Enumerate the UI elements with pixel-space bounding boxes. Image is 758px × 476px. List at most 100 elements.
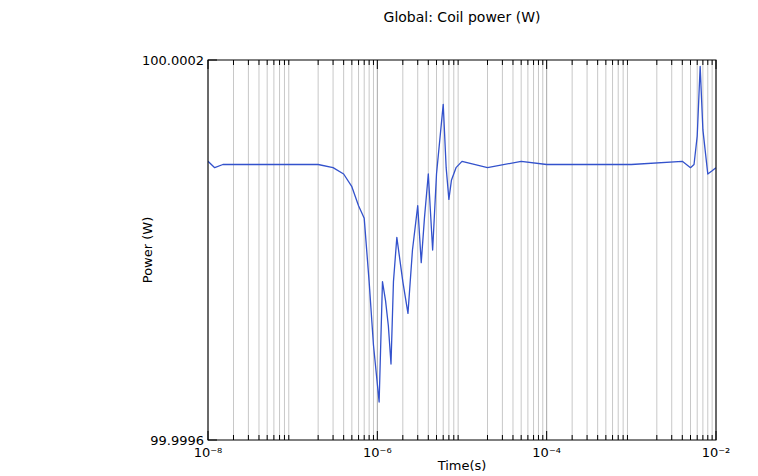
minor-tick — [587, 435, 588, 440]
minor-grid-line — [712, 60, 713, 440]
minor-grid-line — [448, 60, 449, 440]
minor-grid-line — [502, 60, 503, 440]
minor-grid-line — [373, 60, 374, 440]
x-tick-label: 10⁻⁴ — [532, 445, 561, 460]
minor-grid-line — [707, 60, 708, 440]
minor-grid-line — [605, 60, 606, 440]
minor-tick — [512, 435, 513, 440]
minor-grid-line — [538, 60, 539, 440]
minor-tick — [284, 60, 285, 65]
plot-area — [208, 66, 716, 402]
minor-tick — [487, 435, 488, 440]
minor-grid-line — [273, 60, 274, 440]
title: Global: Coil power (W) — [384, 9, 541, 25]
minor-tick — [521, 435, 522, 440]
minor-tick — [448, 60, 449, 65]
minor-grid-line — [428, 60, 429, 440]
minor-tick — [402, 60, 403, 65]
minor-tick — [656, 60, 657, 65]
minor-grid-line — [512, 60, 513, 440]
minor-tick — [538, 435, 539, 440]
minor-grid-line — [533, 60, 534, 440]
plot-frame — [208, 60, 716, 440]
minor-grid-line — [656, 60, 657, 440]
minor-grid-line — [521, 60, 522, 440]
minor-grid-line — [233, 60, 234, 440]
minor-tick — [364, 60, 365, 65]
minor-tick — [233, 60, 234, 65]
y-axis-title: Power (W) — [140, 217, 155, 283]
minor-tick — [527, 60, 528, 65]
chart: 10⁻⁸10⁻⁶10⁻⁴10⁻²99.9996100.0002Global: C… — [0, 0, 758, 476]
minor-tick — [533, 60, 534, 65]
minor-grid-line — [351, 60, 352, 440]
minor-grid-line — [542, 60, 543, 440]
minor-tick — [448, 435, 449, 440]
minor-grid-line — [458, 60, 459, 440]
minor-tick — [627, 435, 628, 440]
minor-grid-line — [369, 60, 370, 440]
minor-tick — [369, 60, 370, 65]
minor-grid-line — [671, 60, 672, 440]
minor-grid-line — [612, 60, 613, 440]
minor-tick — [373, 435, 374, 440]
minor-grid-line — [587, 60, 588, 440]
minor-grid-line — [402, 60, 403, 440]
x-tick-label: 10⁻² — [702, 445, 731, 460]
y-tick-label: 99.9996 — [150, 433, 204, 448]
minor-grid-line — [487, 60, 488, 440]
x-axis-title: Time(s) — [437, 458, 487, 473]
minor-tick — [351, 60, 352, 65]
minor-tick — [512, 60, 513, 65]
minor-tick — [572, 60, 573, 65]
minor-grid-line — [623, 60, 624, 440]
minor-grid-line — [527, 60, 528, 440]
minor-tick — [671, 60, 672, 65]
minor-grid-line — [436, 60, 437, 440]
minor-tick — [458, 60, 459, 65]
minor-tick — [233, 435, 234, 440]
minor-tick — [521, 60, 522, 65]
minor-tick — [707, 60, 708, 65]
minor-tick — [502, 60, 503, 65]
x-tick — [546, 60, 547, 69]
minor-grid-line — [597, 60, 598, 440]
minor-tick — [333, 435, 334, 440]
minor-tick — [538, 60, 539, 65]
minor-tick — [458, 435, 459, 440]
minor-tick — [682, 60, 683, 65]
minor-grid-line — [682, 60, 683, 440]
minor-tick — [279, 60, 280, 65]
minor-tick — [343, 435, 344, 440]
data-line — [208, 66, 716, 402]
minor-tick — [682, 435, 683, 440]
minor-grid-line — [318, 60, 319, 440]
minor-tick — [267, 60, 268, 65]
minor-tick — [279, 435, 280, 440]
minor-tick — [671, 435, 672, 440]
minor-tick — [605, 60, 606, 65]
minor-tick — [623, 435, 624, 440]
minor-grid-line — [258, 60, 259, 440]
minor-tick — [273, 435, 274, 440]
minor-tick — [487, 60, 488, 65]
minor-tick — [712, 60, 713, 65]
minor-tick — [318, 60, 319, 65]
minor-tick — [587, 60, 588, 65]
minor-tick — [697, 435, 698, 440]
minor-tick — [333, 60, 334, 65]
minor-tick — [572, 435, 573, 440]
background — [0, 0, 758, 476]
minor-tick — [417, 60, 418, 65]
minor-tick — [318, 435, 319, 440]
minor-tick — [453, 60, 454, 65]
minor-grid-line — [358, 60, 359, 440]
minor-grid-line — [343, 60, 344, 440]
minor-tick — [358, 435, 359, 440]
minor-tick — [533, 435, 534, 440]
minor-tick — [248, 435, 249, 440]
minor-tick — [605, 435, 606, 440]
minor-tick — [373, 60, 374, 65]
x-tick — [546, 431, 547, 440]
minor-grid-line — [627, 60, 628, 440]
